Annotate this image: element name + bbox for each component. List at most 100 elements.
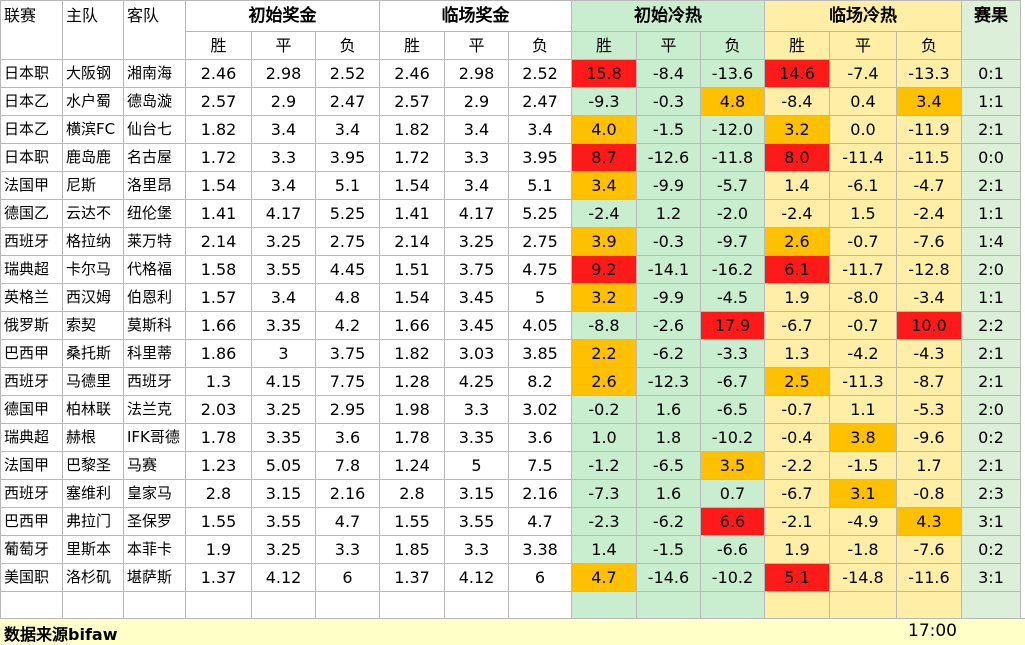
cell-closing-odds[interactable]: 3.95 bbox=[508, 143, 572, 172]
cell-closing-heat[interactable]: -1.5 bbox=[829, 451, 897, 480]
cell-initial-heat[interactable]: -0.2 bbox=[571, 395, 637, 424]
cell-initial-heat[interactable]: -14.6 bbox=[636, 563, 701, 592]
cell-closing-odds[interactable]: 4.7 bbox=[508, 507, 572, 536]
cell-closing-heat[interactable]: -1.8 bbox=[829, 535, 897, 564]
cell-closing-heat[interactable]: 3.4 bbox=[896, 87, 962, 116]
sub-draw[interactable]: 平 bbox=[636, 31, 701, 60]
cell-initial-heat[interactable]: -16.2 bbox=[700, 255, 765, 284]
cell-home[interactable]: 格拉纳 bbox=[62, 227, 124, 256]
cell-initial-heat[interactable]: 15.8 bbox=[571, 59, 637, 88]
cell-initial-heat[interactable]: -12.6 bbox=[636, 143, 701, 172]
cell-initial-odds[interactable]: 7.75 bbox=[315, 367, 380, 396]
cell-initial-heat[interactable]: -0.3 bbox=[636, 227, 701, 256]
cell-result[interactable]: 2:1 bbox=[961, 115, 1021, 144]
cell-closing-heat[interactable]: 3.1 bbox=[829, 479, 897, 508]
cell-closing-heat[interactable]: 3.2 bbox=[764, 115, 830, 144]
cell-initial-heat[interactable]: -2.4 bbox=[571, 199, 637, 228]
cell-closing-odds[interactable]: 1.41 bbox=[379, 199, 445, 228]
cell-initial-heat[interactable]: -14.1 bbox=[636, 255, 701, 284]
cell-league[interactable]: 日本职 bbox=[0, 143, 63, 172]
cell-initial-heat[interactable]: -2.3 bbox=[571, 507, 637, 536]
cell-closing-odds[interactable]: 2.8 bbox=[379, 479, 445, 508]
cell-closing-odds[interactable]: 1.51 bbox=[379, 255, 445, 284]
cell-closing-heat[interactable]: -6.1 bbox=[829, 171, 897, 200]
cell-closing-heat[interactable]: 2.5 bbox=[764, 367, 830, 396]
cell-league[interactable]: 英格兰 bbox=[0, 283, 63, 312]
sub-win[interactable]: 胜 bbox=[571, 31, 637, 60]
cell-initial-heat[interactable]: -6.5 bbox=[700, 395, 765, 424]
cell-initial-heat[interactable]: -8.4 bbox=[636, 59, 701, 88]
cell-closing-odds[interactable]: 3.15 bbox=[444, 479, 509, 508]
cell-home[interactable]: 横滨FC bbox=[62, 115, 124, 144]
cell-closing-heat[interactable]: 1.5 bbox=[829, 199, 897, 228]
cell-closing-odds[interactable]: 2.9 bbox=[444, 87, 509, 116]
cell-home[interactable]: 弗拉门 bbox=[62, 507, 124, 536]
cell-initial-odds[interactable]: 1.82 bbox=[185, 115, 252, 144]
cell-closing-odds[interactable]: 4.05 bbox=[508, 311, 572, 340]
cell-initial-odds[interactable]: 1.58 bbox=[185, 255, 252, 284]
cell-closing-heat[interactable]: 3.8 bbox=[829, 423, 897, 452]
cell-initial-heat[interactable]: -4.5 bbox=[700, 283, 765, 312]
cell-closing-heat[interactable]: -9.6 bbox=[896, 423, 962, 452]
sub-win[interactable]: 胜 bbox=[185, 31, 252, 60]
cell-home[interactable]: 桑托斯 bbox=[62, 339, 124, 368]
cell-initial-heat[interactable]: 2.2 bbox=[571, 339, 637, 368]
header-closing-heat[interactable]: 临场冷热 bbox=[764, 0, 962, 32]
cell-initial-heat[interactable]: -6.5 bbox=[636, 451, 701, 480]
cell-closing-odds[interactable]: 3.4 bbox=[508, 115, 572, 144]
cell-result[interactable]: 0:0 bbox=[961, 143, 1021, 172]
cell-home[interactable]: 马德里 bbox=[62, 367, 124, 396]
cell-away[interactable]: 仙台七 bbox=[123, 115, 186, 144]
cell-initial-odds[interactable]: 3.15 bbox=[251, 479, 316, 508]
cell-closing-heat[interactable]: -0.4 bbox=[764, 423, 830, 452]
cell-initial-heat[interactable]: -0.3 bbox=[636, 87, 701, 116]
cell-closing-odds[interactable]: 6 bbox=[508, 563, 572, 592]
cell-away[interactable]: 科里蒂 bbox=[123, 339, 186, 368]
cell-closing-heat[interactable]: -8.4 bbox=[764, 87, 830, 116]
cell-closing-odds[interactable]: 1.85 bbox=[379, 535, 445, 564]
cell-closing-heat[interactable]: 5.1 bbox=[764, 563, 830, 592]
sub-draw[interactable]: 平 bbox=[444, 31, 509, 60]
cell-initial-odds[interactable]: 4.7 bbox=[315, 507, 380, 536]
cell-closing-odds[interactable]: 4.12 bbox=[444, 563, 509, 592]
cell-initial-heat[interactable]: -9.7 bbox=[700, 227, 765, 256]
cell-closing-heat[interactable]: 10.0 bbox=[896, 311, 962, 340]
cell-initial-odds[interactable]: 3 bbox=[251, 339, 316, 368]
empty-cell[interactable] bbox=[571, 591, 637, 619]
cell-home[interactable]: 鹿岛鹿 bbox=[62, 143, 124, 172]
cell-closing-odds[interactable]: 3.45 bbox=[444, 311, 509, 340]
cell-initial-odds[interactable]: 3.4 bbox=[251, 171, 316, 200]
cell-closing-heat[interactable]: 1.9 bbox=[764, 535, 830, 564]
cell-initial-odds[interactable]: 2.57 bbox=[185, 87, 252, 116]
cell-initial-odds[interactable]: 3.3 bbox=[251, 143, 316, 172]
cell-closing-odds[interactable]: 3.02 bbox=[508, 395, 572, 424]
cell-initial-heat[interactable]: -1.5 bbox=[636, 115, 701, 144]
cell-closing-heat[interactable]: -4.9 bbox=[829, 507, 897, 536]
header-initial-heat[interactable]: 初始冷热 bbox=[571, 0, 765, 32]
cell-initial-heat[interactable]: -1.5 bbox=[636, 535, 701, 564]
cell-closing-odds[interactable]: 1.82 bbox=[379, 115, 445, 144]
cell-initial-odds[interactable]: 1.41 bbox=[185, 199, 252, 228]
cell-closing-heat[interactable]: 1.9 bbox=[764, 283, 830, 312]
cell-closing-odds[interactable]: 3.6 bbox=[508, 423, 572, 452]
cell-away[interactable]: 皇家马 bbox=[123, 479, 186, 508]
empty-cell[interactable] bbox=[829, 591, 897, 619]
cell-league[interactable]: 日本乙 bbox=[0, 115, 63, 144]
empty-cell[interactable] bbox=[961, 591, 1021, 619]
empty-cell[interactable] bbox=[379, 591, 445, 619]
cell-initial-heat[interactable]: 1.6 bbox=[636, 479, 701, 508]
sub-lose[interactable]: 负 bbox=[700, 31, 765, 60]
cell-closing-heat[interactable]: -8.0 bbox=[829, 283, 897, 312]
cell-closing-odds[interactable]: 2.75 bbox=[508, 227, 572, 256]
empty-cell[interactable] bbox=[444, 591, 509, 619]
cell-result[interactable]: 2:0 bbox=[961, 395, 1021, 424]
cell-closing-odds[interactable]: 4.17 bbox=[444, 199, 509, 228]
cell-closing-heat[interactable]: -11.4 bbox=[829, 143, 897, 172]
cell-initial-heat[interactable]: 2.6 bbox=[571, 367, 637, 396]
cell-result[interactable]: 2:1 bbox=[961, 339, 1021, 368]
cell-closing-heat[interactable]: -0.7 bbox=[829, 227, 897, 256]
cell-closing-heat[interactable]: -6.7 bbox=[764, 479, 830, 508]
header-closing-odds[interactable]: 临场奖金 bbox=[379, 0, 572, 32]
cell-away[interactable]: 马赛 bbox=[123, 451, 186, 480]
cell-initial-odds[interactable]: 2.14 bbox=[185, 227, 252, 256]
